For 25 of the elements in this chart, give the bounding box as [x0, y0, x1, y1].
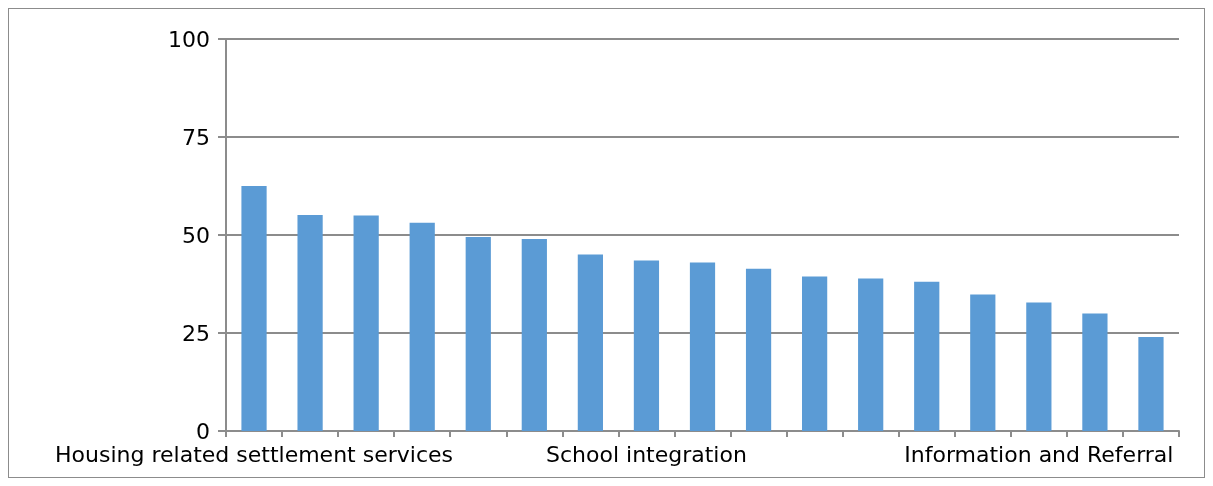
bar	[1082, 313, 1108, 431]
bar	[689, 262, 716, 431]
bar	[970, 294, 996, 431]
y-tick-label: 100	[168, 26, 210, 52]
bar	[577, 254, 603, 431]
bar	[745, 268, 772, 431]
y-tick-label: 75	[182, 124, 210, 150]
bar	[465, 236, 491, 431]
bar	[914, 281, 940, 431]
bar	[1026, 302, 1052, 431]
x-tick-label: School integration	[546, 441, 747, 467]
y-tick-label: 50	[182, 222, 210, 248]
y-tick-label: 25	[182, 320, 210, 346]
x-tick-label: Information and Referral	[904, 441, 1174, 467]
x-tick-label: Housing related settlement services	[55, 441, 453, 467]
bar	[802, 276, 828, 431]
bar	[633, 260, 660, 431]
bar	[858, 278, 884, 431]
bar	[1138, 336, 1164, 431]
bar	[241, 186, 267, 431]
bar	[297, 215, 323, 431]
bar	[353, 215, 379, 431]
y-tick-label: 0	[196, 418, 210, 444]
bar	[409, 222, 435, 431]
bar	[521, 238, 547, 431]
